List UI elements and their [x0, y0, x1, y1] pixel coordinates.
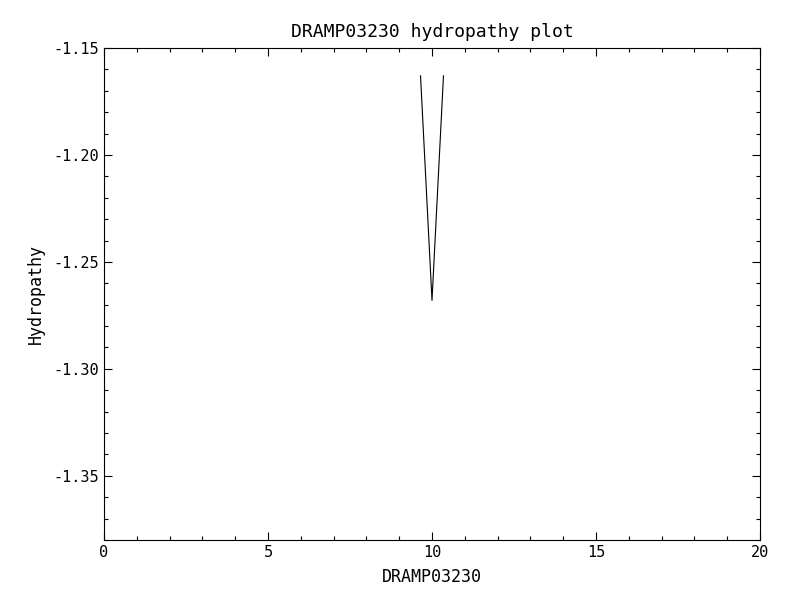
X-axis label: DRAMP03230: DRAMP03230 [382, 568, 482, 586]
Title: DRAMP03230 hydropathy plot: DRAMP03230 hydropathy plot [290, 23, 574, 41]
Y-axis label: Hydropathy: Hydropathy [27, 244, 45, 344]
